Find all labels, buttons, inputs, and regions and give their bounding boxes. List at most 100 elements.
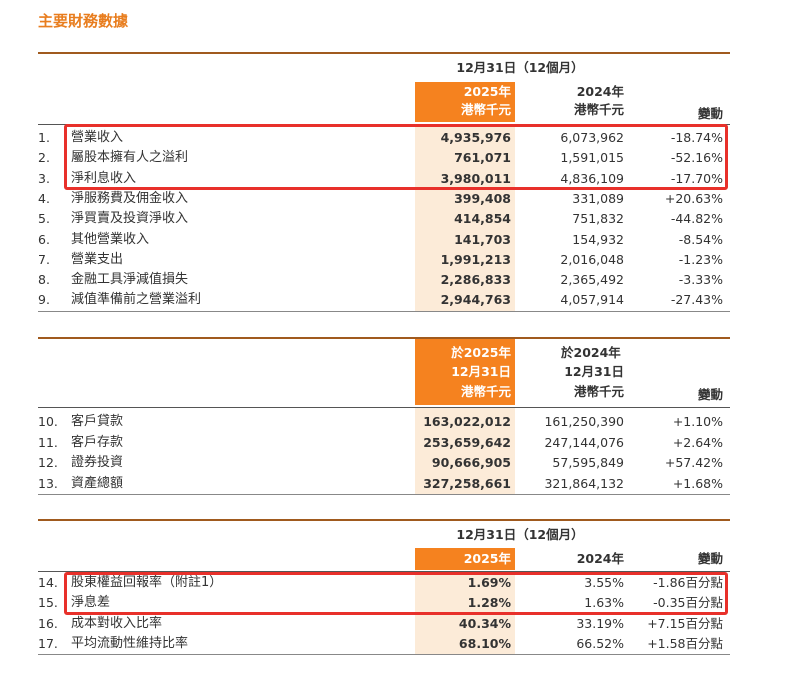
value-2024: 154,932 — [572, 231, 624, 247]
value-2024: 4,057,914 — [560, 292, 624, 308]
value-change: -52.16% — [670, 150, 723, 166]
value-2024: 161,250,390 — [544, 414, 624, 429]
value-change: +7.15百分點 — [647, 615, 723, 631]
row-number: 15. — [38, 595, 58, 611]
value-change: -44.82% — [670, 211, 723, 227]
value-2025: 3,980,011 — [440, 170, 511, 186]
value-change: -27.43% — [670, 292, 723, 308]
row-number: 12. — [38, 455, 58, 471]
row-number: 9. — [38, 292, 50, 308]
value-2024: 6,073,962 — [560, 130, 624, 145]
value-2024: 57,595,849 — [552, 455, 624, 471]
value-2024: 1.63% — [584, 595, 624, 611]
col-change-header: 變動 — [697, 387, 723, 402]
value-2024: 247,144,076 — [544, 434, 624, 450]
value-2025: 1.28% — [467, 595, 511, 611]
value-2025: 327,258,661 — [423, 475, 511, 491]
col-2025-year: 2025年 — [463, 551, 511, 566]
row-label: 營業支出 — [71, 251, 124, 267]
col-2024-line3: 港幣千元 — [573, 384, 624, 399]
value-2025: 253,659,642 — [423, 434, 511, 450]
table-top-rule — [38, 52, 730, 54]
row-number: 10. — [38, 414, 58, 429]
value-2024: 751,832 — [572, 211, 624, 227]
row-label: 其他營業收入 — [71, 231, 150, 247]
row-number: 3. — [38, 170, 50, 186]
value-2024: 3.55% — [584, 575, 624, 590]
value-2025: 414,854 — [454, 211, 511, 227]
header-rule — [38, 407, 730, 408]
table-top-rule — [38, 519, 730, 521]
value-2024: 331,089 — [572, 190, 624, 206]
col-change-header: 變動 — [697, 106, 723, 121]
value-2025: 2,286,833 — [440, 272, 511, 288]
period-header: 12月31日（12個月） — [456, 60, 584, 75]
row-number: 1. — [38, 130, 50, 145]
row-label: 減值準備前之營業溢利 — [71, 292, 202, 308]
value-change: +1.68% — [672, 475, 723, 491]
table-bottom-rule — [38, 494, 730, 495]
value-2024: 33.19% — [576, 615, 624, 631]
row-number: 2. — [38, 150, 50, 166]
value-change: -0.35百分點 — [653, 595, 723, 611]
value-2024: 321,864,132 — [544, 475, 624, 491]
row-label: 資產總額 — [71, 475, 124, 491]
highlight-box-key-income — [64, 124, 728, 190]
value-change: +20.63% — [664, 190, 723, 206]
value-2025: 163,022,012 — [423, 414, 511, 429]
col-2025-highlight — [415, 125, 515, 311]
period-header: 12月31日（12個月） — [456, 527, 584, 542]
highlight-box-key-ratios — [64, 572, 728, 615]
col-2024-line1: 於2024年 — [561, 345, 621, 360]
value-change: +57.42% — [664, 455, 723, 471]
row-label: 證券投資 — [71, 455, 124, 471]
row-label: 平均流動性維持比率 — [71, 636, 189, 652]
value-2024: 1,591,015 — [560, 150, 624, 166]
col-2025-line3: 港幣千元 — [460, 384, 511, 399]
row-number: 8. — [38, 272, 50, 288]
value-change: -1.23% — [678, 251, 723, 267]
value-2025: 68.10% — [458, 636, 511, 652]
col-2025-line2: 12月31日 — [451, 364, 511, 379]
col-2025-highlight — [415, 408, 515, 494]
row-number: 16. — [38, 615, 58, 631]
col-2024-line2: 12月31日 — [564, 364, 624, 379]
header-rule — [38, 571, 730, 572]
row-number: 7. — [38, 251, 50, 267]
row-number: 13. — [38, 475, 58, 491]
row-number: 17. — [38, 636, 58, 652]
value-2025: 90,666,905 — [431, 455, 511, 471]
col-2025-header-bg — [415, 548, 515, 570]
row-number: 5. — [38, 211, 50, 227]
col-2025-header-bg — [415, 339, 515, 405]
value-change: +1.10% — [672, 414, 723, 429]
row-label: 淨利息收入 — [71, 170, 137, 186]
row-number: 4. — [38, 190, 50, 206]
row-label: 營業收入 — [71, 130, 124, 145]
value-2025: 761,071 — [454, 150, 511, 166]
value-2025: 399,408 — [454, 190, 511, 206]
value-change: -8.54% — [678, 231, 723, 247]
row-label: 客戶存款 — [71, 434, 124, 450]
row-label: 淨息差 — [71, 595, 111, 611]
row-label: 屬股本擁有人之溢利 — [71, 150, 189, 166]
value-2025: 1,991,213 — [440, 251, 511, 267]
col-2024-year: 2024年 — [576, 84, 624, 99]
value-change: +2.64% — [672, 434, 723, 450]
value-2024: 66.52% — [576, 636, 624, 652]
row-number: 11. — [38, 434, 58, 450]
value-change: -3.33% — [678, 272, 723, 288]
value-2025: 141,703 — [454, 231, 511, 247]
value-2024: 2,365,492 — [560, 272, 624, 288]
row-label: 成本對收入比率 — [71, 615, 163, 631]
value-2025: 2,944,763 — [440, 292, 511, 308]
value-2025: 40.34% — [458, 615, 511, 631]
col-2025-unit: 港幣千元 — [460, 102, 511, 117]
value-2025: 1.69% — [467, 575, 511, 590]
table-bottom-rule — [38, 311, 730, 312]
value-2024: 2,016,048 — [560, 251, 624, 267]
table-bottom-rule — [38, 654, 730, 655]
ratio-table: 12月31日（12個月） 2025年 2024年 變動 14. 股東權益回報率（附… — [38, 519, 730, 659]
row-number: 6. — [38, 231, 50, 247]
col-2025-header-bg — [415, 82, 515, 122]
